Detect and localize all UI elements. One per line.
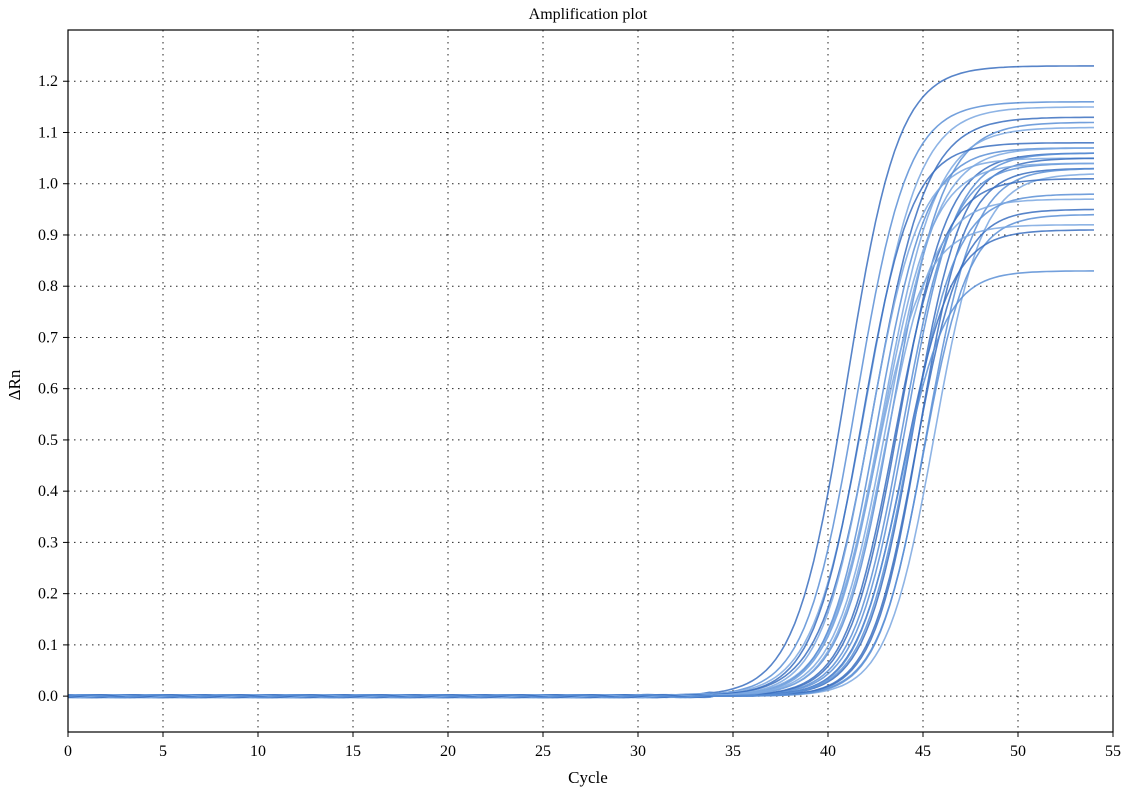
y-tick-label: 0.5 [38, 432, 58, 449]
y-tick-label: 1.2 [38, 73, 58, 90]
grid-lines [68, 30, 1113, 732]
plot-frame [67, 29, 1114, 733]
series-line [67, 208, 1095, 699]
y-tick-label: 0.9 [38, 227, 58, 244]
x-tick-label: 5 [159, 743, 167, 760]
series-line [67, 152, 1095, 699]
x-tick-label: 25 [535, 743, 551, 760]
series-line [68, 173, 1095, 699]
y-tick-label: 0.4 [38, 483, 58, 500]
series-line [67, 193, 1094, 699]
series-line [67, 224, 1094, 699]
series-line [67, 270, 1094, 699]
series-line [67, 213, 1095, 699]
x-tick-label: 20 [440, 743, 456, 760]
x-tick-label: 30 [630, 743, 646, 760]
x-tick-label: 50 [1010, 743, 1026, 760]
x-tick-label: 0 [64, 743, 72, 760]
series-line [67, 147, 1095, 699]
series-line [67, 229, 1094, 699]
x-tick-label: 45 [915, 743, 931, 760]
y-tick-label: 0.6 [38, 381, 58, 398]
x-tick-label: 35 [725, 743, 741, 760]
x-tick-label: 10 [250, 743, 266, 760]
x-tick-label: 55 [1105, 743, 1121, 760]
series-line [67, 142, 1094, 699]
y-tick-label: 0.8 [38, 278, 58, 295]
y-axis-label: ΔRn [5, 369, 24, 400]
series-line [67, 147, 1095, 699]
series-line [68, 162, 1094, 699]
y-tick-label: 1.0 [38, 176, 58, 193]
y-tick-label: 0.0 [38, 688, 58, 705]
series-line [67, 198, 1094, 699]
y-tick-label: 0.3 [38, 534, 58, 551]
axis-ticks: 0 5 10 15 20 25 30 35 40 45 50 55 0.0 0.1 0.2 0.3 0.4 0.5… [38, 73, 1121, 760]
x-tick-label: 40 [820, 743, 836, 760]
x-tick-label: 15 [345, 743, 361, 760]
y-tick-label: 0.2 [38, 586, 58, 603]
series-lines [67, 65, 1095, 699]
y-tick-label: 0.7 [38, 329, 58, 346]
series-line [67, 162, 1094, 699]
x-axis-label: Cycle [568, 768, 608, 787]
y-tick-label: 0.1 [38, 637, 58, 654]
series-line [67, 152, 1094, 699]
y-tick-label: 1.1 [38, 124, 58, 141]
chart-title: Amplification plot [529, 6, 648, 23]
